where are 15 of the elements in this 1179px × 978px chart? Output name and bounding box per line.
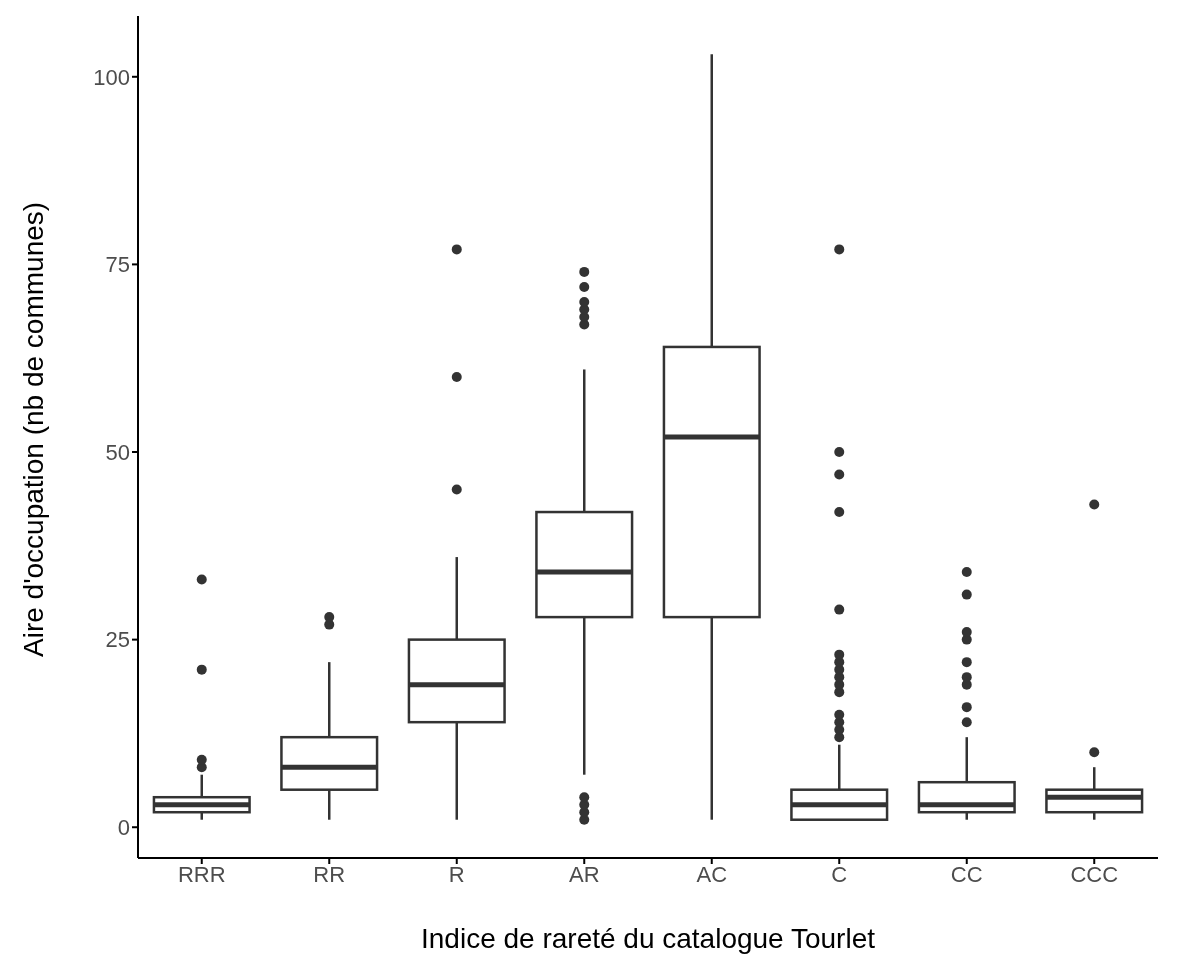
x-tick-label: CCC	[1070, 861, 1119, 887]
x-tick-label: CC	[950, 861, 983, 887]
x-axis-title: Indice de rareté du catalogue Tourlet	[420, 923, 876, 954]
y-tick-label: 25	[105, 627, 130, 653]
y-axis-title: Aire d'occupation (nb de communes)	[17, 201, 49, 657]
y-tick-label: 0	[117, 815, 130, 841]
x-tick-label: R	[448, 861, 465, 887]
x-tick-label: RRR	[177, 861, 226, 887]
y-tick-label: 75	[105, 252, 130, 278]
x-tick-label: AC	[696, 861, 728, 887]
y-tick-label: 50	[105, 439, 130, 465]
x-tick-label: AR	[568, 861, 600, 887]
x-tick-label: RR	[313, 861, 346, 887]
x-tick-label: C	[831, 861, 848, 887]
y-tick-label: 100	[93, 64, 130, 90]
